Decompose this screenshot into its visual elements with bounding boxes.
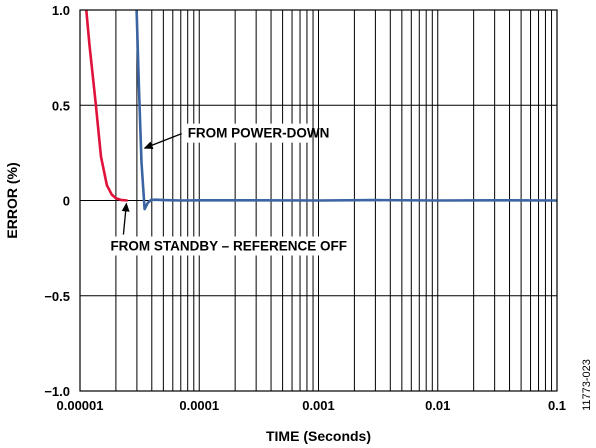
y-tick-label: −0.5 [44,289,70,304]
arrow-power-down [143,133,182,149]
tick-labels: 0.00001 0.0001 0.001 0.01 0.1 1.0 0.5 0 −0.5 −1.0 [44,3,566,413]
x-tick-label: 0.1 [548,398,566,413]
annotation-power-down: FROM POWER-DOWN [188,126,330,141]
x-axis-title: TIME (Seconds) [266,428,371,444]
annotation-bg [183,123,312,143]
figure-id: 11773-023 [581,359,593,411]
series-line-1 [85,10,128,202]
y-axis-title: ERROR (%) [4,162,20,238]
x-tick-label: 0.0001 [179,398,219,413]
annotation-standby: FROM STANDBY – REFERENCE OFF [110,239,347,254]
y-tick-label: 0.5 [52,98,70,113]
x-tick-label: 0.01 [425,398,450,413]
y-tick-label: 0 [63,194,70,209]
annotations: FROM POWER-DOWN FROM STANDBY – REFERENCE … [106,123,347,256]
y-tick-label: −1.0 [44,384,70,399]
x-tick-label: 0.001 [302,398,335,413]
series-layer [85,10,557,211]
plot-frame [79,9,558,392]
annotation-bg [106,236,342,256]
series-line-2 [135,10,557,211]
y-tick-label: 1.0 [52,3,70,18]
x-tick-label: 0.00001 [57,398,104,413]
arrow-standby [121,202,130,235]
